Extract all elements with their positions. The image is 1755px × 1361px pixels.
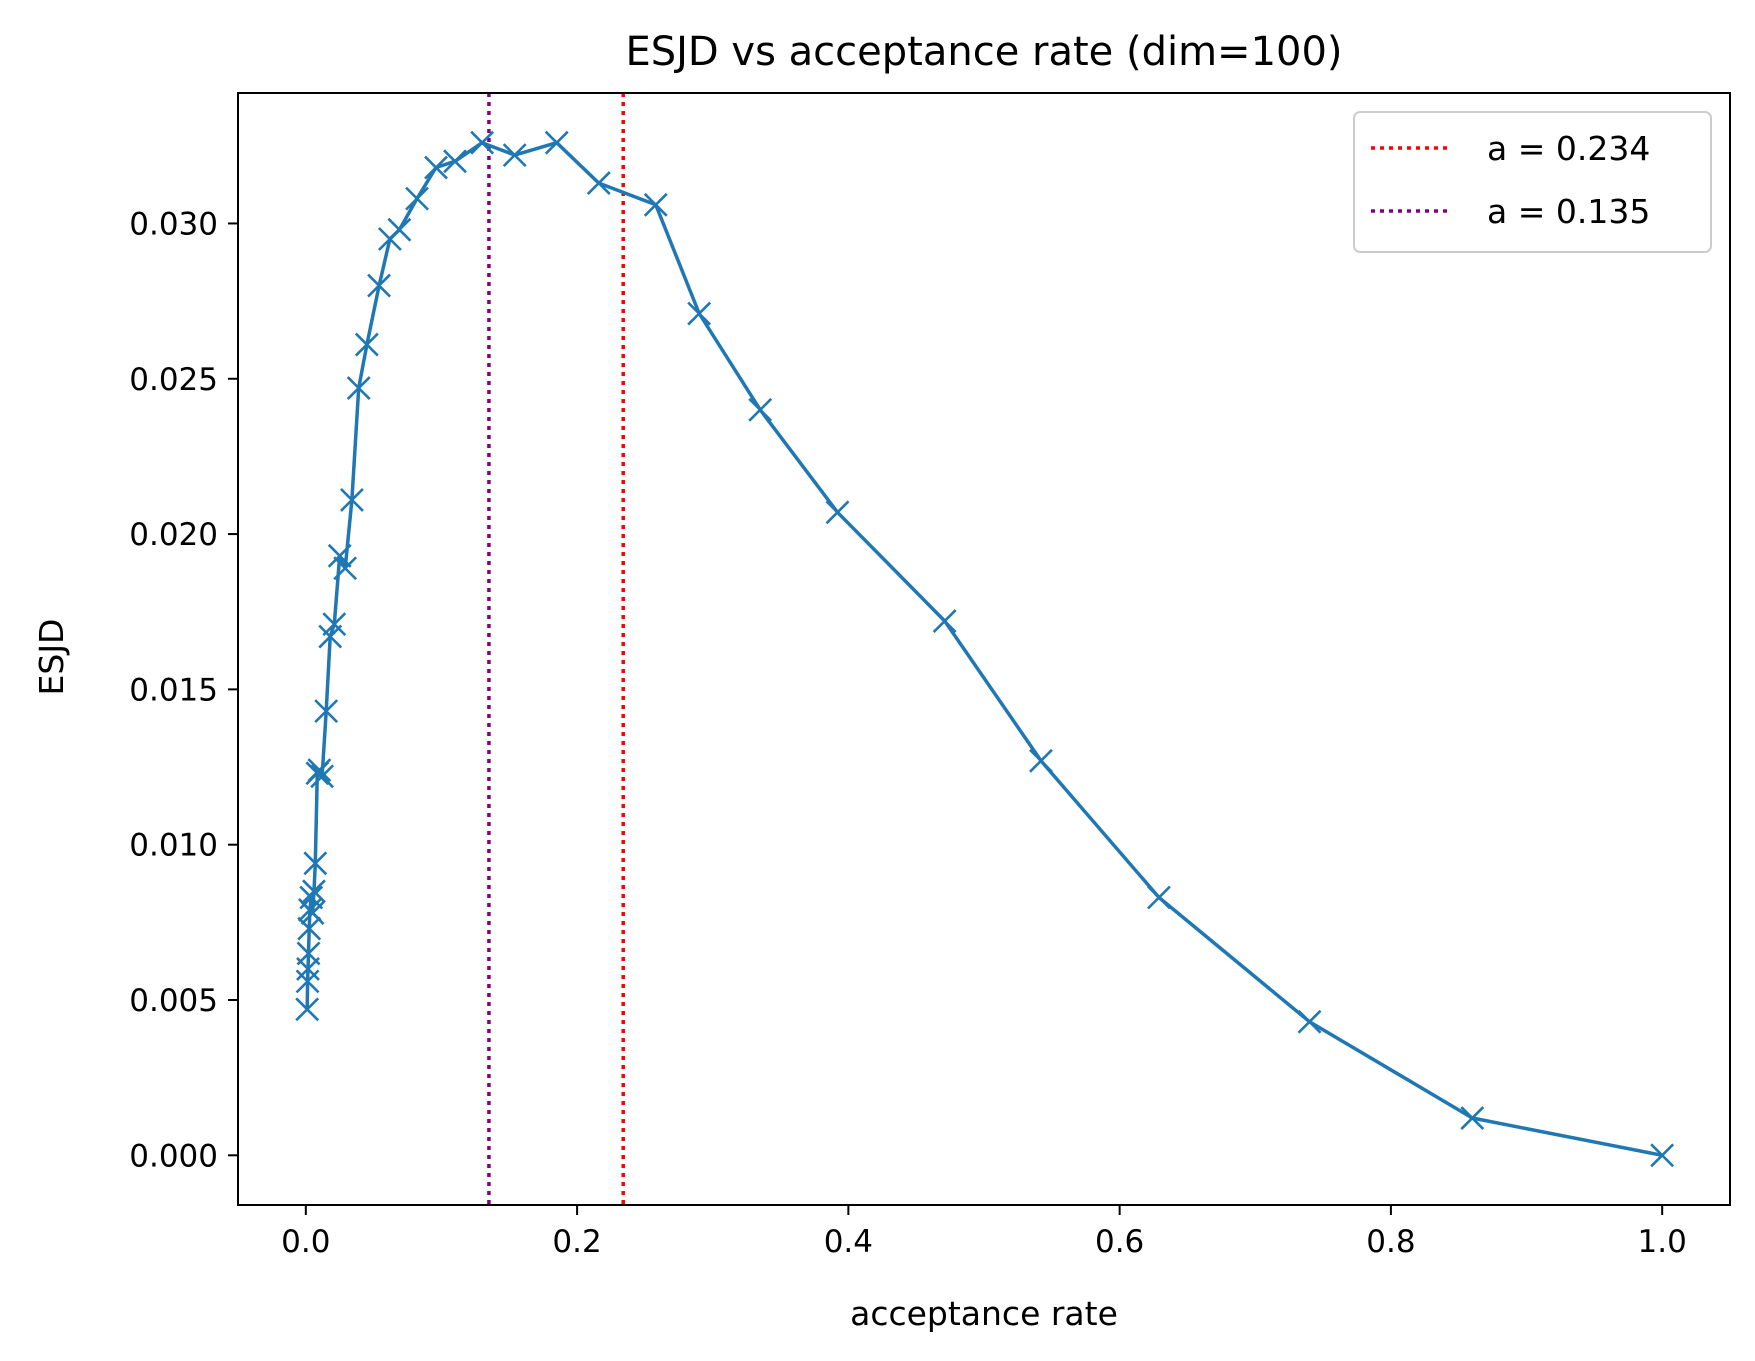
data-point-8 <box>302 879 326 904</box>
data-point-25 <box>424 155 448 180</box>
data-point-20 <box>354 332 379 357</box>
data-point-32 <box>687 301 712 326</box>
chart-title: ESJD vs acceptance rate (dim=100) <box>625 29 1342 75</box>
x-tick-label-3: 0.6 <box>1095 1224 1144 1260</box>
data-point-4 <box>297 916 322 941</box>
data-point-36 <box>1029 748 1053 773</box>
y-axis-label: ESJD <box>32 619 71 696</box>
legend-label-0: a = 0.234 <box>1487 129 1650 168</box>
data-point-31 <box>643 192 668 217</box>
data-point-15 <box>322 612 347 637</box>
data-point-30 <box>586 171 611 195</box>
data-point-9 <box>303 851 328 876</box>
x-tick-label-4: 0.8 <box>1366 1224 1415 1260</box>
data-point-29 <box>544 130 569 155</box>
data-point-38 <box>1297 1009 1322 1034</box>
data-point-28 <box>502 143 527 168</box>
data-point-33 <box>748 397 773 422</box>
data-point-17 <box>333 556 358 581</box>
data-point-37 <box>1147 885 1171 910</box>
y-tick-label-3: 0.015 <box>129 672 218 708</box>
data-point-18 <box>340 487 364 512</box>
legend-label-1: a = 0.135 <box>1487 192 1650 231</box>
data-point-34 <box>825 500 850 525</box>
y-tick-label-1: 0.005 <box>129 983 218 1019</box>
data-point-35 <box>932 609 957 633</box>
y-tick-label-5: 0.025 <box>129 362 218 398</box>
x-tick-label-1: 0.2 <box>552 1224 601 1260</box>
data-point-12 <box>310 764 335 789</box>
x-tick-label-2: 0.4 <box>824 1224 873 1260</box>
data-point-16 <box>327 543 352 568</box>
data-point-26 <box>443 149 467 174</box>
data-point-21 <box>367 273 391 298</box>
y-tick-label-6: 0.030 <box>129 206 218 242</box>
data-point-40 <box>1650 1143 1675 1168</box>
x-tick-label-5: 1.0 <box>1638 1224 1687 1260</box>
x-tick-label-0: 0.0 <box>281 1224 330 1260</box>
data-point-11 <box>307 758 332 783</box>
data-point-7 <box>300 901 325 925</box>
plot-area: 0.0 0.2 0.4 0.6 0.8 1.0 0.000 0.005 0.010 0.015 0.… <box>129 92 1731 1260</box>
data-point-39 <box>1460 1106 1485 1130</box>
data-point-3 <box>296 941 321 966</box>
y-tick-label-2: 0.010 <box>129 828 218 864</box>
data-point-0 <box>295 997 320 1022</box>
y-tick-label-0: 0.000 <box>129 1138 218 1174</box>
axes-frame <box>237 92 1731 1206</box>
data-point-27 <box>470 130 495 155</box>
legend: a = 0.234 a = 0.135 <box>1353 111 1712 253</box>
x-axis-label: acceptance rate <box>850 1294 1118 1333</box>
data-point-23 <box>387 217 412 242</box>
y-tick-label-4: 0.020 <box>129 517 218 553</box>
data-point-24 <box>405 186 429 211</box>
data-point-19 <box>346 376 371 401</box>
data-point-13 <box>314 699 339 724</box>
